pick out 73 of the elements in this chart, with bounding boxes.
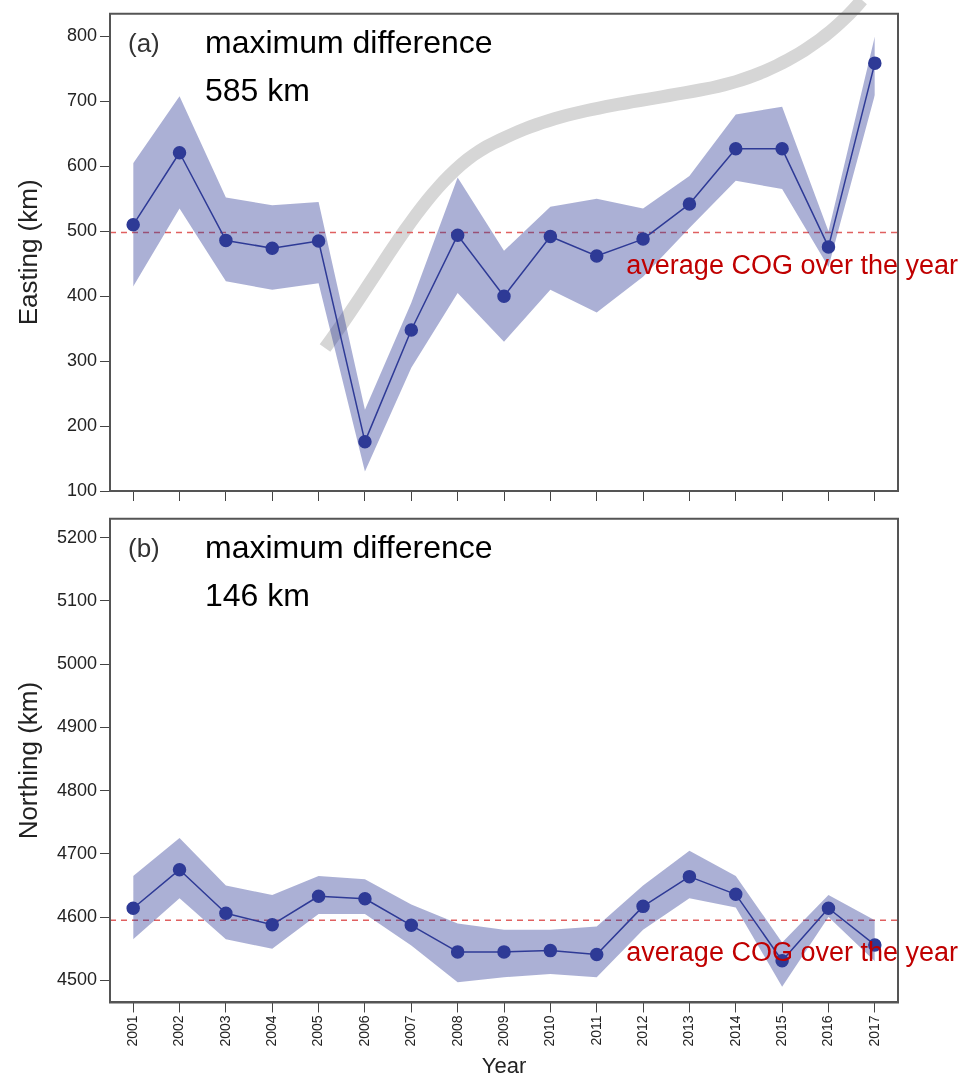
y-tick-label: 700 <box>66 90 97 111</box>
y-tick-label: 500 <box>66 220 97 241</box>
y-tick-label: 800 <box>66 25 97 46</box>
y-tick-label: 4900 <box>56 716 97 737</box>
x-tick-label: 2001 <box>124 1015 141 1047</box>
x-tick-label: 2010 <box>541 1015 558 1047</box>
x-tick-label: 2005 <box>309 1015 326 1047</box>
point <box>172 862 187 877</box>
point <box>450 228 465 242</box>
point <box>821 901 836 915</box>
point <box>265 241 279 255</box>
y-tick-label: 600 <box>66 155 97 176</box>
y-tick-label: 5000 <box>56 653 97 674</box>
point <box>311 234 326 248</box>
x-tick-label: 2008 <box>448 1015 465 1047</box>
point <box>126 901 140 915</box>
x-tick-label: 2014 <box>726 1015 743 1047</box>
point <box>358 892 372 906</box>
x-tick-label: 2012 <box>633 1015 650 1047</box>
y-tick-label: 400 <box>66 285 97 306</box>
y-tick-label: 4500 <box>56 969 97 990</box>
annotation: maximum difference 585 km <box>205 23 493 108</box>
x-axis-title: Year <box>481 1052 527 1078</box>
point <box>868 56 882 70</box>
point <box>219 906 233 921</box>
point <box>497 945 511 959</box>
point <box>636 232 650 246</box>
point <box>729 142 743 156</box>
point <box>682 869 697 884</box>
point <box>265 917 279 932</box>
y-tick-label: 4800 <box>56 779 97 800</box>
annotation: (a) <box>128 27 160 58</box>
x-tick-label: 2003 <box>216 1015 233 1047</box>
point <box>126 218 140 232</box>
y-tick-label: 4600 <box>56 906 97 927</box>
y-tick-label: 5200 <box>56 526 97 547</box>
point <box>775 142 789 156</box>
x-tick-label: 2011 <box>587 1015 604 1046</box>
y-tick-label: 200 <box>66 415 97 436</box>
y-axis-title: Northing (km) <box>12 681 43 840</box>
point <box>172 145 187 160</box>
point <box>636 899 650 914</box>
point <box>543 943 558 958</box>
x-tick-label: 2006 <box>355 1015 372 1047</box>
y-axis-title: Easting (km) <box>12 179 43 326</box>
x-tick-label: 2016 <box>819 1015 836 1047</box>
x-tick-label: 2004 <box>263 1015 280 1047</box>
point <box>404 323 419 337</box>
point <box>219 233 233 248</box>
point <box>589 249 604 263</box>
point <box>821 240 836 254</box>
y-tick-label: 100 <box>66 479 97 500</box>
ref-line-label: average COG over the year <box>626 249 958 280</box>
y-tick-label: 4700 <box>56 842 97 863</box>
y-tick-label: 300 <box>66 350 97 371</box>
annotation: maximum difference 146 km <box>205 528 493 613</box>
point <box>682 197 697 211</box>
x-tick-label: 2009 <box>494 1015 511 1047</box>
point <box>311 889 326 903</box>
annotation: (b) <box>128 532 160 563</box>
y-tick-label: 5100 <box>56 589 97 610</box>
point <box>589 947 604 962</box>
x-tick-label: 2015 <box>772 1015 789 1047</box>
x-tick-label: 2013 <box>680 1015 697 1047</box>
x-tick-label: 2017 <box>865 1015 882 1047</box>
x-tick-label: 2007 <box>402 1015 419 1047</box>
point <box>729 887 743 902</box>
point <box>497 289 511 303</box>
point <box>543 229 558 244</box>
x-tick-label: 2002 <box>170 1015 187 1047</box>
point <box>404 918 419 933</box>
point <box>450 945 465 959</box>
point <box>358 434 372 449</box>
